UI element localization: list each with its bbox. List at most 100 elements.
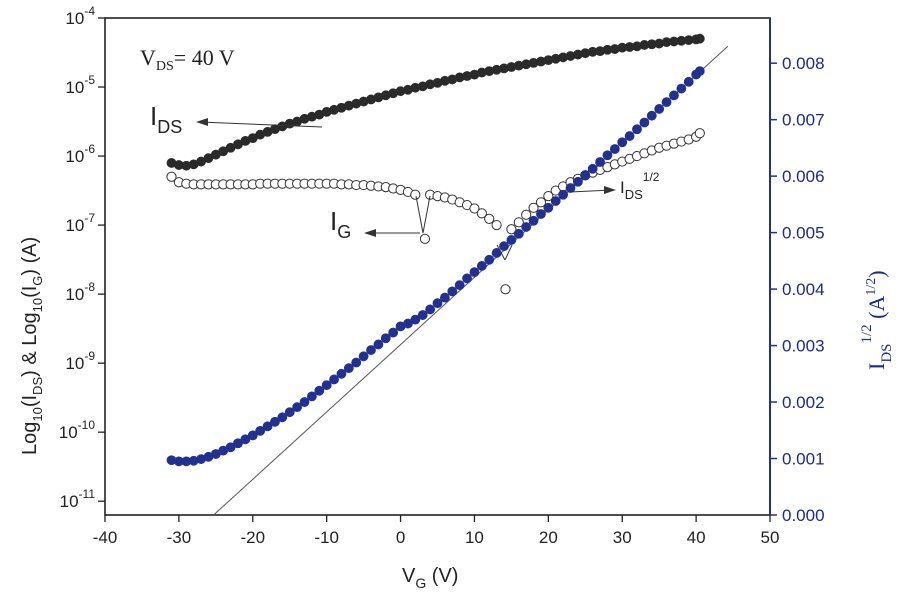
data-point-ids_sqrt [469,267,480,278]
data-point-ig_log [410,189,421,200]
data-point-ig_log [513,217,524,228]
y-left-tick-base: 10 [65,354,84,373]
ig-leader-2 [422,195,431,234]
data-point-ids_sqrt [528,215,539,226]
data-point-ids_sqrt [587,163,598,174]
y-left-tick-base: 10 [65,9,84,28]
data-point-ids_sqrt [624,131,635,141]
data-point-ids_sqrt [255,425,266,436]
data-point-ig_log [528,202,539,213]
y-left-tick-label: 10-8 [65,280,95,304]
y-left-tick-base: 10 [60,492,79,511]
data-point-ids_sqrt [632,124,642,135]
x-axis-title: VG (V) [402,565,458,591]
data-point-ids_sqrt [654,104,665,114]
y-right-title-unit-sup: 1/2 [864,278,879,296]
y-right-title-sub: DS [879,343,895,362]
y-left-tick-label: 10-10 [59,418,96,442]
y-left-tick-label: 10-4 [65,4,95,28]
data-point-ids_sqrt [572,176,583,187]
data-point-ids_sqrt [417,310,428,320]
x-tick-label: -30 [167,528,192,547]
x-tick-label: -10 [314,528,339,547]
data-point-ids_sqrt [247,430,258,441]
y-left-title-p5: 10 [30,298,45,312]
ig-label-main: I [330,206,337,236]
data-point-ids_sqrt [306,391,317,402]
data-point-ids_sqrt [462,273,472,284]
y-right-title-sup: 1/2 [859,324,875,343]
ig-label: IG [330,206,351,242]
y-left-title-p7: G [30,276,45,286]
y-right-ticks: 0.000 0.001 0.002 0.003 0.004 0.005 0.006 0.007… [770,54,825,525]
data-point-ids_sqrt [329,374,339,385]
data-point-ids_sqrt [506,235,517,245]
data-point-ig_log [491,219,502,231]
data-point-ids_sqrt [314,385,325,396]
vds-annotation: VDS= 40 V [140,45,235,74]
ids-label-sub: DS [157,117,182,137]
data-point-ids_sqrt [336,368,347,379]
data-point-ids_sqrt [536,209,546,219]
data-point-ig_log [694,128,705,139]
data-point-ids_sqrt [513,228,524,239]
data-point-ig_log [166,171,177,182]
ids-sqrt-sup: 1/2 [643,170,660,184]
ids-sqrt-sub: DS [625,187,643,202]
y-right-tick-label: 0.001 [782,450,825,469]
y-right-tick-label: 0.006 [782,167,825,186]
y-left-tick-base: 10 [59,423,78,442]
data-point-ig_log [484,213,495,224]
data-point-ids_sqrt [410,314,421,325]
data-point-ids_sqrt [580,170,591,180]
y-left-axis-title: Log10(IDS) & Log10(IG) (A) [19,237,45,455]
y-left-title-p2: (I [19,395,41,407]
ig-arrowhead [364,229,376,237]
ig-dip-leader-2 [504,244,513,261]
y-left-tick-exp: -6 [84,142,95,156]
y-left-tick-exp: -7 [84,211,95,225]
x-axis-title-sub: G [415,575,426,591]
x-axis-title-unit: (V) [426,565,458,587]
x-tick-label: 0 [396,528,405,547]
y-left-tick-label: 10-7 [65,211,95,235]
data-point-ids_sqrt [388,327,399,338]
data-point-ig_log [476,208,487,219]
data-point-ids_log [694,33,705,44]
data-point-ig_log [535,197,547,208]
data-point-ids_sqrt [343,363,354,374]
ids-label-main: I [150,101,157,131]
series-ids_log [166,33,705,171]
x-ticks: -40 -30 -20 -10 0 10 20 30 40 50 [93,515,779,547]
y-right-tick-label: 0.008 [782,54,825,73]
data-point-ids_sqrt [262,421,273,432]
data-point-ids_sqrt [432,298,443,309]
data-point-ids_sqrt [454,280,465,291]
data-point-ids_sqrt [646,110,657,121]
data-point-ids_sqrt [543,202,554,213]
y-left-tick-exp: -9 [84,349,95,363]
series-ids_sqrt [166,66,705,467]
data-point-ids_sqrt [299,397,310,407]
series-group [166,33,705,467]
data-point-ids_sqrt [676,83,687,94]
ids-sqrt-label: IDS1/2 [620,170,660,202]
y-left-tick-label: 10-11 [60,487,96,511]
data-point-ids_sqrt [351,357,362,368]
data-point-ids_sqrt [439,292,450,303]
y-left-tick-base: 10 [65,216,84,235]
y-right-title-main: I [864,363,889,370]
y-left-tick-label: 10-6 [65,142,95,166]
y-left-tick-exp: -4 [84,4,95,18]
data-point-ids_sqrt [617,137,628,148]
y-right-axis-title: IDS1/2 (A1/2) [859,270,895,370]
y-right-tick-label: 0.004 [782,280,825,299]
data-point-ids_sqrt [292,402,303,413]
y-left-tick-base: 10 [65,78,84,97]
x-axis-title-main: V [402,565,416,587]
y-left-title-p4: ) & Log [19,312,41,376]
y-left-tick-label: 10-9 [65,349,95,373]
y-left-title-p0: Log [19,422,41,455]
